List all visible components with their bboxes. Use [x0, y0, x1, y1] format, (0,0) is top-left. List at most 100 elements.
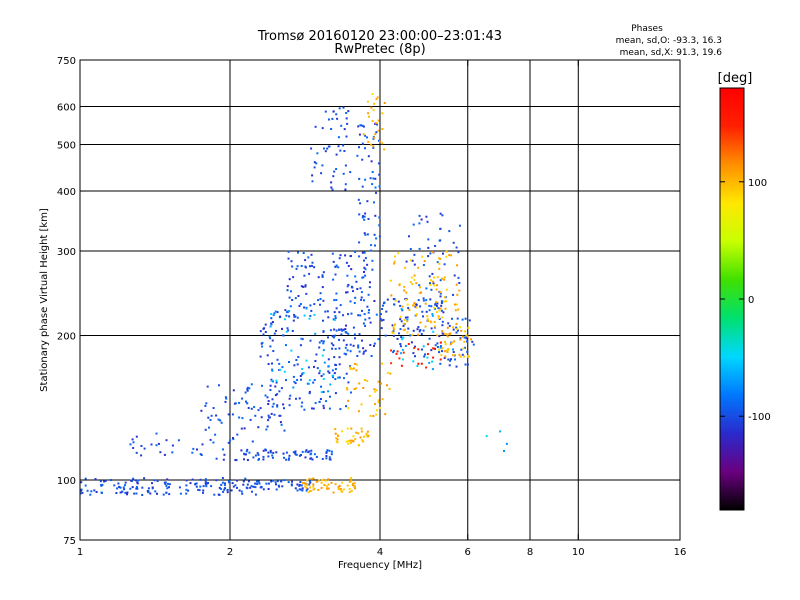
data-point — [223, 453, 226, 456]
data-point — [270, 378, 273, 381]
data-point — [321, 164, 324, 167]
data-point — [283, 407, 285, 410]
data-point — [80, 488, 83, 491]
data-point — [352, 326, 355, 329]
data-point — [166, 487, 169, 490]
data-point — [374, 122, 377, 125]
data-point — [339, 408, 342, 411]
data-point — [439, 358, 442, 361]
data-point — [140, 454, 143, 457]
data-point — [503, 450, 505, 452]
data-point — [445, 300, 448, 303]
data-point — [334, 347, 337, 350]
data-point — [381, 142, 384, 145]
data-point — [293, 380, 296, 383]
data-point — [113, 484, 116, 487]
data-point — [448, 324, 451, 327]
data-point — [415, 313, 418, 316]
data-point — [126, 491, 129, 494]
data-point — [468, 355, 471, 358]
data-point — [295, 267, 298, 270]
data-point — [439, 279, 442, 282]
data-point — [361, 216, 364, 219]
y-axis-label: Stationary phase Virtual Height [km] — [39, 208, 50, 392]
data-point — [262, 458, 265, 461]
data-point — [309, 339, 312, 342]
data-point — [386, 384, 388, 387]
data-point — [241, 492, 244, 495]
data-point — [345, 353, 348, 356]
data-point — [313, 166, 316, 169]
data-point — [401, 305, 404, 308]
data-point — [234, 484, 237, 487]
data-point — [310, 147, 313, 150]
data-point — [357, 314, 360, 317]
data-point — [327, 487, 330, 490]
data-point — [195, 485, 198, 488]
data-point — [416, 365, 419, 367]
data-point — [363, 215, 366, 218]
data-point — [221, 481, 224, 484]
data-point — [349, 171, 352, 174]
data-point — [363, 251, 366, 254]
data-point — [276, 311, 279, 314]
data-point — [257, 409, 260, 412]
data-point — [333, 318, 336, 321]
data-point — [338, 484, 341, 487]
data-point — [421, 310, 424, 313]
data-point — [250, 407, 253, 410]
data-point — [224, 400, 227, 403]
data-point — [314, 125, 317, 128]
data-point — [296, 363, 299, 366]
data-point — [448, 333, 451, 335]
data-point — [334, 265, 337, 268]
data-point — [222, 490, 225, 493]
data-point — [283, 370, 286, 373]
data-point — [348, 488, 351, 490]
data-point — [306, 479, 309, 482]
data-point — [409, 334, 412, 337]
data-point — [327, 358, 330, 361]
data-point — [457, 251, 460, 254]
data-point — [254, 493, 257, 496]
data-point — [220, 421, 223, 424]
data-point — [282, 334, 285, 337]
data-point — [437, 315, 440, 318]
data-point — [421, 255, 424, 258]
data-point — [466, 335, 469, 338]
data-point — [333, 299, 336, 302]
data-point — [185, 492, 188, 495]
data-point — [342, 172, 345, 175]
data-point — [246, 388, 249, 391]
data-point — [444, 340, 446, 343]
data-point — [272, 350, 275, 352]
data-point — [100, 491, 103, 494]
stats-line-x: mean, sd,X: 91.3, 19.6 — [620, 48, 723, 58]
data-point — [428, 361, 431, 364]
data-point — [309, 265, 311, 268]
data-point — [202, 485, 205, 488]
data-point — [171, 451, 174, 454]
data-point — [447, 322, 450, 325]
data-point — [381, 112, 384, 115]
data-point — [354, 275, 357, 278]
data-point — [369, 281, 371, 284]
data-point — [345, 372, 348, 375]
data-point — [89, 493, 92, 496]
data-point — [334, 392, 337, 395]
data-point — [314, 332, 317, 335]
data-point — [389, 279, 392, 282]
data-point — [363, 299, 365, 302]
data-point — [84, 484, 87, 487]
data-point — [204, 480, 207, 483]
data-point — [259, 407, 262, 410]
data-point — [454, 309, 457, 312]
data-point — [351, 484, 354, 487]
data-point — [271, 369, 274, 372]
data-point — [249, 486, 252, 489]
data-point — [332, 278, 335, 281]
data-point — [333, 311, 336, 314]
data-point — [294, 382, 297, 385]
data-point — [345, 440, 348, 443]
data-point — [380, 313, 382, 316]
